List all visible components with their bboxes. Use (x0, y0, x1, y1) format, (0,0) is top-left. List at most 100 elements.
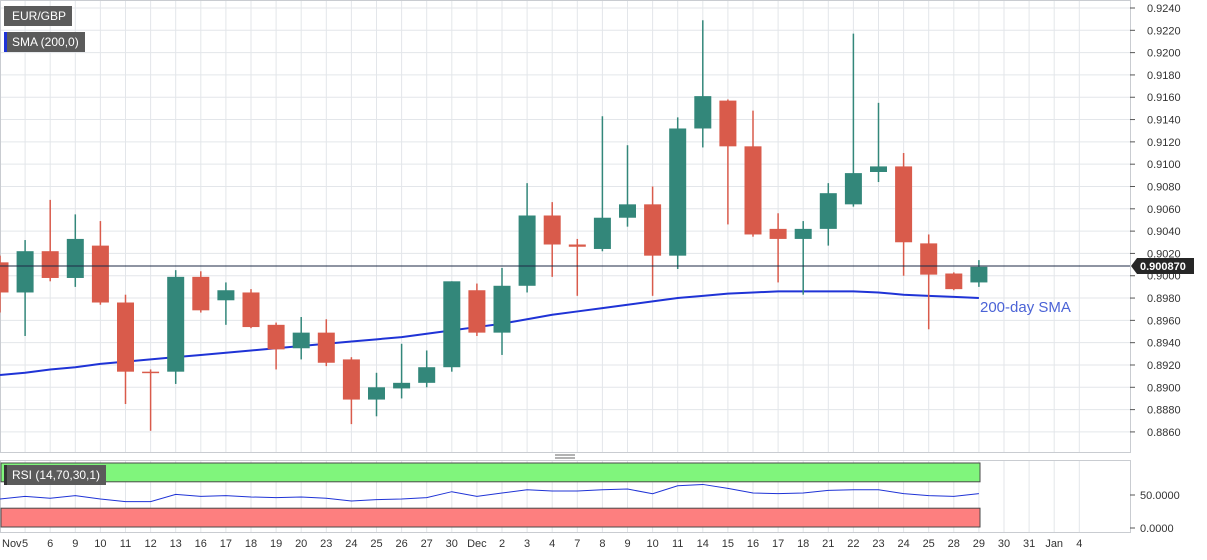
x-tick-label: Nov (2, 538, 22, 550)
x-tick-label: 6 (47, 538, 53, 550)
rsi-color-swatch (4, 465, 7, 485)
y-tick-label: 0.8980 (1147, 293, 1181, 305)
candle-body (267, 324, 285, 350)
y-tick-label: 0.9240 (1147, 3, 1181, 15)
candles (0, 20, 988, 431)
y-tick-label: 0.8900 (1147, 382, 1181, 394)
x-tick-label: 25 (923, 538, 935, 550)
x-tick-label: Dec (467, 538, 487, 550)
x-tick-label: 23 (872, 538, 884, 550)
x-tick-label: 13 (170, 538, 182, 550)
x-tick-label: 14 (697, 538, 709, 550)
x-tick-label: 27 (421, 538, 433, 550)
x-tick-label: Jan (1045, 538, 1063, 550)
x-tick-label: 30 (998, 538, 1010, 550)
candle (870, 102, 887, 183)
candle-body (568, 244, 586, 247)
sma-annotation: 200-day SMA (980, 299, 1071, 316)
candle-body (342, 359, 360, 400)
candle (744, 110, 762, 237)
rsi-oversold-zone (0, 507, 981, 528)
candle-body (895, 166, 913, 243)
candle-body (970, 266, 988, 283)
rsi-panel (0, 462, 981, 528)
y-tick-label: 0.9220 (1147, 25, 1181, 37)
candle-body (242, 292, 260, 328)
x-tick-label: 29 (973, 538, 985, 550)
rsi-y-tick-label: 0.0000 (1140, 523, 1174, 535)
x-tick-label: 25 (370, 538, 382, 550)
sma-indicator-badge[interactable]: SMA (200,0) (4, 32, 85, 52)
x-tick-label: 11 (120, 538, 131, 550)
x-tick-label: 26 (395, 538, 407, 550)
candle-body (66, 238, 84, 278)
annotations: 200-day SMA 0.900870 (0, 258, 1194, 316)
candle (769, 213, 787, 283)
x-tick-label: 3 (524, 538, 530, 550)
x-tick-label: 11 (672, 538, 683, 550)
x-tick-label: 30 (446, 538, 458, 550)
candle-body (443, 281, 461, 368)
candle-body (794, 228, 812, 239)
rsi-indicator-badge[interactable]: RSI (14,70,30,1) (4, 465, 107, 485)
y-tick-label: 0.8940 (1147, 338, 1181, 350)
candle (16, 240, 34, 336)
x-tick-label: 7 (574, 538, 580, 550)
candle (292, 317, 310, 360)
candle (669, 117, 687, 270)
candle (217, 282, 235, 325)
x-tick-label: 24 (345, 538, 357, 550)
x-tick-label: 16 (195, 538, 207, 550)
x-tick-label: 8 (599, 538, 605, 550)
y-tick-label: 0.8880 (1147, 405, 1181, 417)
candle-body (0, 262, 9, 293)
x-tick-label: 15 (722, 538, 734, 550)
last-price-tag: 0.900870 (1131, 258, 1194, 275)
y-tick-label: 0.8920 (1147, 360, 1181, 372)
candle-body (669, 128, 687, 256)
candle (192, 271, 210, 313)
x-tick-label: 18 (245, 538, 257, 550)
x-tick-label: 17 (220, 538, 232, 550)
candle-body (91, 245, 109, 303)
candle-body (694, 96, 712, 129)
candle (242, 289, 260, 329)
rsi-y-tick-label: 50.0000 (1140, 490, 1180, 502)
candle-body (945, 273, 963, 290)
candle-body (368, 387, 385, 400)
candle (895, 153, 913, 276)
candle-body (493, 285, 511, 333)
symbol-badge[interactable]: EUR/GBP (4, 6, 73, 26)
candle (568, 238, 586, 296)
candle (819, 183, 837, 246)
symbol-label: EUR/GBP (12, 9, 67, 23)
candle-body (468, 290, 486, 333)
candle (920, 234, 938, 330)
panel-frames (0, 0, 1131, 533)
x-tick-label: 9 (624, 538, 630, 550)
x-tick-label: 24 (897, 538, 909, 550)
x-tick-label: 28 (948, 538, 960, 550)
x-tick-label: 16 (747, 538, 759, 550)
candle-body (644, 204, 662, 256)
candle-body (769, 228, 787, 239)
candle-body (619, 204, 636, 218)
y-tick-label: 0.9040 (1147, 226, 1181, 238)
candle (91, 221, 109, 305)
grid (0, 0, 1130, 532)
candle-body (844, 173, 862, 205)
x-tick-label: 10 (646, 538, 658, 550)
candle (543, 202, 561, 277)
candle (593, 116, 611, 252)
candle (418, 350, 436, 388)
candle (694, 20, 712, 148)
sma-200-line (0, 290, 979, 377)
y-tick-label: 0.8860 (1147, 427, 1181, 439)
candle (518, 183, 536, 293)
candle-body (393, 382, 411, 389)
rsi-indicator-label: RSI (14,70,30,1) (12, 468, 101, 482)
candle (342, 357, 360, 425)
candle-body (217, 290, 235, 301)
